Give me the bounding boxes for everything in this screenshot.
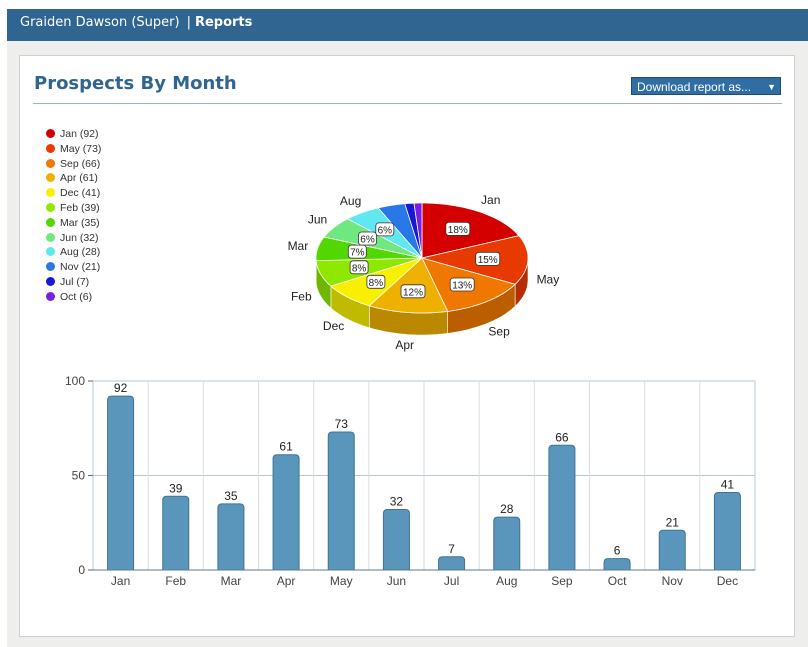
legend-item: Jul (7) [46, 275, 101, 290]
legend-swatch [46, 129, 55, 138]
legend-swatch [46, 232, 55, 242]
legend-item: Feb (39) [46, 201, 101, 216]
legend-item: Sep (66) [46, 157, 101, 172]
page-title: Prospects By Month [34, 73, 237, 94]
legend-item: Oct (6) [46, 290, 101, 305]
report-panel [19, 55, 795, 637]
legend-swatch [46, 262, 55, 272]
legend-label: Feb (39) [60, 201, 100, 214]
legend-item: Apr (61) [46, 171, 101, 186]
legend-swatch [46, 276, 55, 286]
legend-label: Mar (35) [60, 216, 100, 229]
legend-label: Dec (41) [60, 187, 101, 200]
legend-label: Jul (7) [60, 275, 90, 288]
legend-item: Jun (32) [46, 231, 101, 246]
dropdown-arrow-icon: ▼ [767, 82, 776, 92]
legend-item: Nov (21) [46, 260, 101, 275]
legend-swatch [46, 247, 55, 257]
legend-item: Jan (92) [46, 127, 101, 142]
legend-swatch [46, 217, 55, 227]
legend-label: Jun (32) [60, 231, 99, 244]
legend-swatch [46, 158, 55, 168]
legend-swatch [46, 202, 55, 212]
legend-label: Jan (92) [60, 128, 99, 140]
legend-label: May (73) [60, 142, 102, 155]
title-divider [33, 103, 782, 104]
legend-label: Sep (66) [60, 157, 101, 170]
legend-label: Apr (61) [60, 172, 98, 185]
legend-item: Mar (35) [46, 216, 101, 231]
section-title: Reports [194, 15, 253, 30]
header-separator: | [186, 15, 191, 30]
legend-swatch [46, 173, 55, 183]
legend-item: May (73) [46, 142, 101, 157]
legend-label: Aug (28) [60, 246, 101, 259]
legend-swatch [46, 188, 55, 198]
legend-swatch [46, 291, 55, 301]
download-report-dropdown[interactable]: Download report as... ▼ [631, 77, 781, 95]
download-label: Download report as... [637, 80, 752, 94]
user-name[interactable]: Graiden Dawson (Super) [20, 15, 180, 30]
legend-item: Dec (41) [46, 186, 101, 201]
pie-legend: Jan (92) May (73) Sep (66) Apr (61) Dec (41)… [46, 127, 101, 305]
top-bar: Graiden Dawson (Super) | Reports [7, 9, 808, 41]
legend-item: Aug (28) [46, 245, 101, 260]
legend-label: Nov (21) [60, 261, 101, 274]
legend-label: Oct (6) [60, 290, 93, 303]
legend-swatch [46, 143, 55, 153]
